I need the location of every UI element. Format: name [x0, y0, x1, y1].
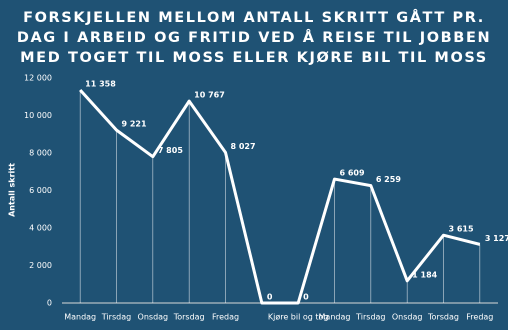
line	[79, 89, 481, 305]
x-tick-label: Tirsdag	[355, 313, 385, 322]
x-tick-label: Fredag	[212, 313, 239, 322]
x-tick-label: Fredag	[466, 313, 493, 322]
x-tick-label: Onsdag	[392, 313, 423, 322]
x-tick-label: Tirsdag	[101, 313, 131, 322]
y-tick-label: 10 000	[24, 111, 52, 120]
data-label: 3 127	[485, 234, 508, 243]
x-tick-label: Torsdag	[173, 313, 205, 322]
y-tick-label: 4 000	[29, 224, 52, 233]
data-label: 6 609	[340, 169, 365, 178]
data-label: 0	[303, 293, 309, 302]
data-label: 11 358	[85, 80, 116, 89]
y-tick-label: 12 000	[24, 74, 52, 83]
data-label: 1 184	[412, 270, 437, 279]
data-label: 9 221	[122, 120, 147, 129]
data-label: 0	[267, 293, 273, 302]
x-tick-label: Torsdag	[427, 313, 459, 322]
x-tick-label: Mandag	[64, 313, 96, 322]
data-label: 3 615	[449, 225, 474, 234]
chart-title: DAG I ARBEID OG FRITID VED Å REISE TIL J…	[17, 29, 491, 46]
x-tick-label: Mandag	[319, 313, 351, 322]
y-tick-label: 6 000	[29, 186, 52, 195]
data-label: 7 805	[158, 146, 183, 155]
x-tick-label: Kjøre bil og tog	[268, 313, 329, 322]
y-tick-label: 0	[47, 299, 52, 308]
data-label: 8 027	[231, 142, 256, 151]
chart-title: MED TOGET TIL MOSS ELLER KJØRE BIL TIL M…	[20, 50, 488, 66]
x-tick-label: Onsdag	[138, 313, 169, 322]
data-label: 6 259	[376, 175, 401, 184]
data-label: 10 767	[194, 91, 225, 100]
y-tick-label: 2 000	[29, 261, 52, 270]
y-axis-label: Antall skritt	[8, 163, 17, 217]
chart-title: FORSKJELLEN MELLOM ANTALL SKRITT GÅTT PR…	[23, 9, 485, 26]
y-tick-label: 8 000	[29, 149, 52, 158]
